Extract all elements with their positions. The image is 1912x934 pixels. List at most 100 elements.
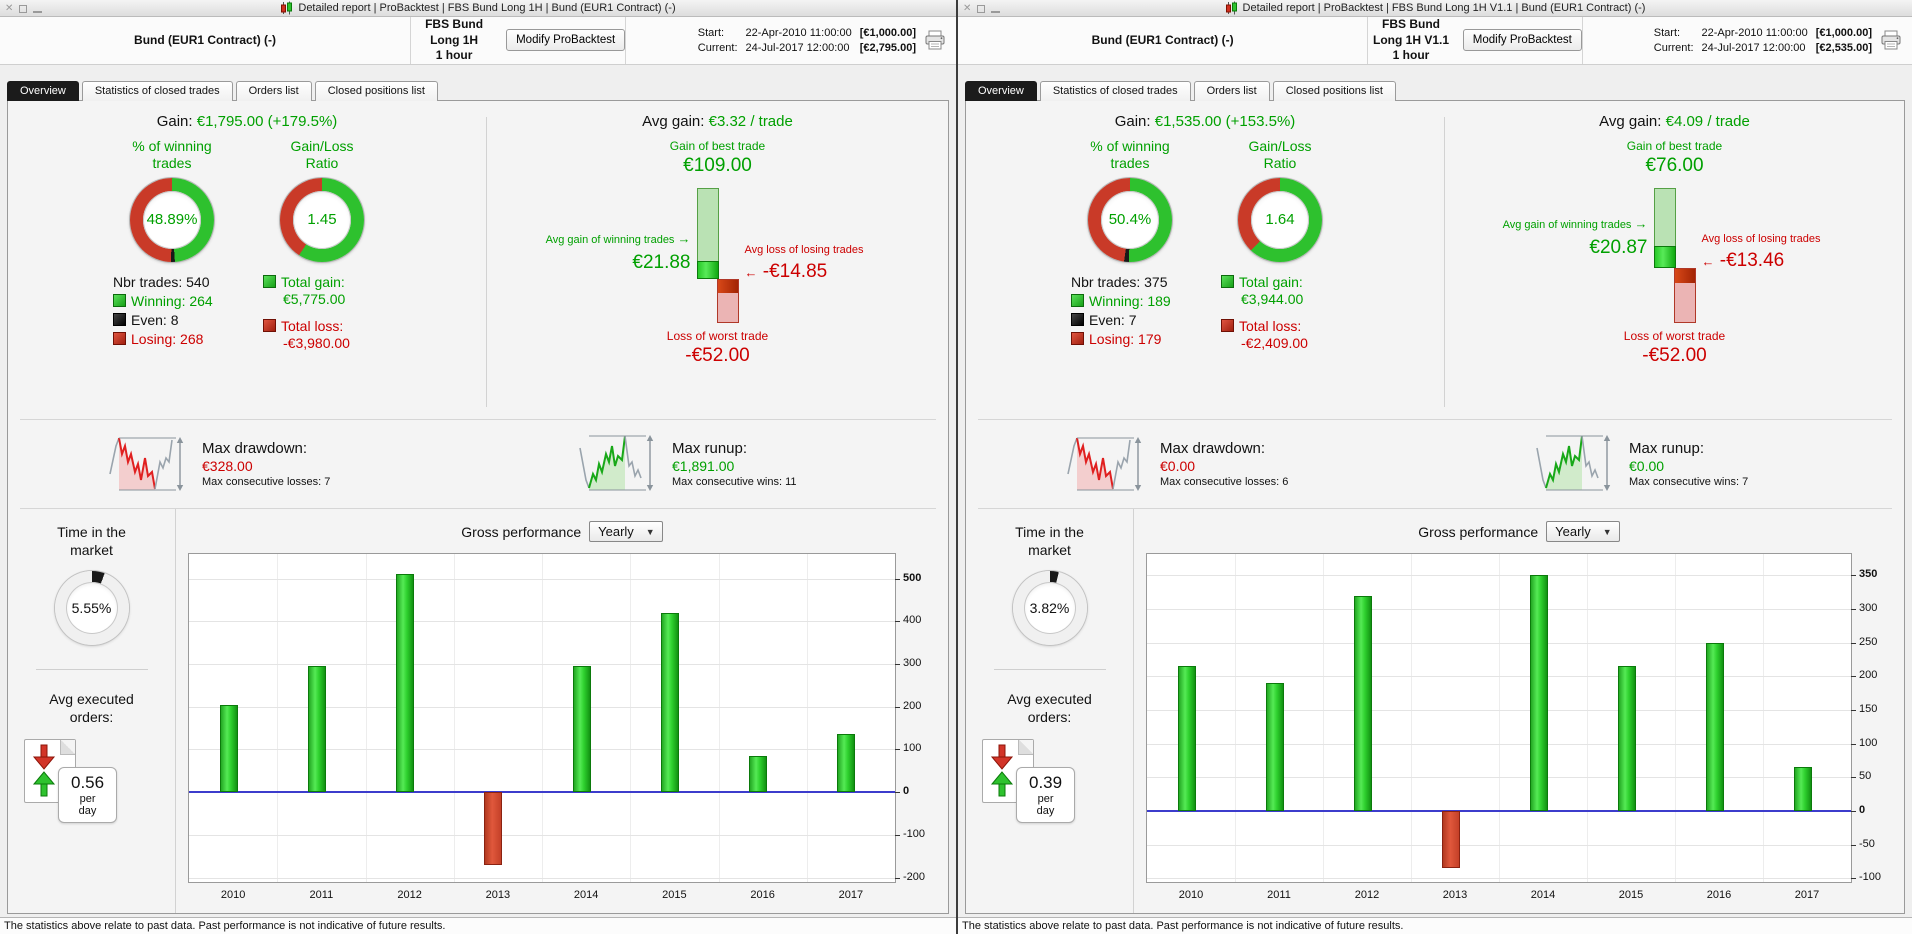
minimize-icon[interactable]	[991, 10, 1001, 13]
gross-performance-bar	[749, 755, 768, 793]
avg-loss-value: -€14.85	[762, 261, 828, 283]
grid-line	[1147, 844, 1851, 846]
grid-line	[1147, 743, 1851, 745]
current-label: Current:	[1653, 41, 1694, 54]
time-in-market-value: 5.55%	[71, 600, 112, 617]
tab-orders-list[interactable]: Orders list	[1193, 80, 1270, 101]
gross-performance-chart: 350 300 250 200 150 100 50 0 -50 -100 2010 2011 2012…	[1146, 552, 1881, 901]
start-datetime: 22-Apr-2010 11:00:00	[745, 26, 852, 39]
y-axis-tick-label: -100	[1859, 871, 1882, 884]
start-capital: [€1,000.00]	[1815, 26, 1872, 39]
window-title: Detailed report | ProBacktest | FBS Bund…	[1242, 2, 1646, 14]
gross-performance-bar	[837, 734, 856, 793]
horizontal-divider	[993, 669, 1106, 671]
y-axis-tick-mark	[1851, 609, 1856, 610]
total-loss-value: -€3,980.00	[283, 334, 350, 351]
maximize-icon[interactable]	[977, 4, 986, 13]
total-loss-value: -€2,409.00	[1241, 334, 1308, 351]
grid-line	[189, 663, 895, 665]
worst-trade-bar	[1673, 267, 1696, 323]
tab-statistics-of-closed-trades[interactable]: Statistics of closed trades	[1039, 80, 1191, 101]
window-controls: ✕	[5, 2, 43, 15]
runup-sparkline-icon	[1536, 434, 1611, 491]
zero-line	[1147, 810, 1851, 813]
close-icon[interactable]: ✕	[963, 2, 972, 14]
winning-count: Winning: 264	[131, 292, 213, 309]
grid-line	[630, 553, 632, 882]
orders-per-day-unit: per day	[1036, 792, 1055, 817]
avg-loss-label: Avg loss of losing trades	[744, 244, 864, 257]
total-loss-swatch	[1221, 319, 1234, 333]
total-gain-label: Total gain:	[281, 273, 345, 290]
best-trade-label: Gain of best trade	[1626, 138, 1723, 153]
losing-swatch	[1071, 332, 1084, 346]
avg-loss-annotation: Avg loss of losing trades ← -€14.85	[745, 243, 875, 283]
avg-win-bar	[696, 260, 719, 280]
max-consecutive-wins: Max consecutive wins: 11	[672, 475, 797, 488]
worst-trade-annotation: Loss of worst trade -€52.00	[1560, 329, 1790, 367]
tab-overview[interactable]: Overview	[7, 80, 79, 101]
horizontal-divider	[978, 418, 1892, 420]
y-axis-tick-label: 200	[1859, 669, 1878, 682]
gain-loss-donut: 1.64	[1238, 177, 1322, 262]
candlestick-icon	[1225, 1, 1237, 15]
x-axis-label: 2015	[662, 888, 687, 901]
start-label: Start:	[697, 26, 725, 39]
tab-statistics-of-closed-trades[interactable]: Statistics of closed trades	[81, 80, 233, 101]
report-header: Bund (EUR1 Contract) (-) FBS Bund Long 1…	[0, 17, 956, 65]
start-datetime: 22-Apr-2010 11:00:00	[1701, 26, 1808, 39]
worst-trade-annotation: Loss of worst trade -€52.00	[603, 329, 833, 367]
gain-label: Gain:	[1114, 112, 1151, 130]
y-axis-tick-mark	[895, 834, 900, 836]
minimize-icon[interactable]	[33, 10, 43, 13]
grid-line	[1235, 553, 1236, 882]
x-axis-label: 2010	[1178, 888, 1204, 901]
tab-closed-positions-list[interactable]: Closed positions list	[1272, 80, 1396, 101]
y-axis-tick-label: -50	[1859, 837, 1875, 850]
losing-swatch	[113, 332, 126, 346]
printer-icon[interactable]	[924, 30, 946, 50]
y-axis-tick-label: 300	[1859, 602, 1878, 614]
close-icon[interactable]: ✕	[5, 2, 14, 14]
y-axis-tick-mark	[895, 663, 900, 665]
total-gain-swatch	[263, 275, 276, 289]
window-controls: ✕	[963, 2, 1001, 15]
start-capital: [€1,000.00]	[859, 26, 916, 39]
modify-probacktest-button[interactable]: Modify ProBacktest	[1462, 29, 1582, 52]
window-titlebar[interactable]: ✕ Detailed report | ProBacktest | FBS Bu…	[958, 0, 1912, 17]
gross-performance-bar	[1265, 683, 1284, 812]
x-axis-label: 2016	[750, 888, 775, 901]
printer-icon[interactable]	[1880, 30, 1902, 50]
winning-count: Winning: 189	[1089, 292, 1171, 309]
orders-per-day-badge: 0.39 per day	[1016, 766, 1076, 823]
nbr-trades: Nbr trades: 540	[113, 273, 210, 290]
modify-probacktest-button[interactable]: Modify ProBacktest	[506, 29, 626, 52]
gross-performance-bar	[484, 792, 503, 865]
even-count: Even: 7	[1089, 311, 1137, 328]
period-dropdown[interactable]: Yearly ▼	[1546, 521, 1620, 543]
window-titlebar[interactable]: ✕ Detailed report | ProBacktest | FBS Bu…	[0, 0, 956, 17]
y-axis-tick-mark	[1851, 710, 1856, 712]
period-dropdown[interactable]: Yearly ▼	[589, 521, 663, 543]
y-axis-tick-mark	[1851, 743, 1856, 745]
avg-win-label: Avg gain of winning trades	[545, 233, 675, 246]
even-swatch	[1071, 313, 1084, 327]
instrument-name: Bund (EUR1 Contract) (-)	[1091, 33, 1234, 48]
orders-per-day-unit: per day	[78, 792, 97, 817]
gain-summary: Gain: €1,795.00 (+179.5%)	[8, 113, 486, 130]
maximize-icon[interactable]	[19, 4, 28, 13]
worst-trade-bar	[716, 279, 739, 323]
tab-orders-list[interactable]: Orders list	[235, 80, 312, 101]
tab-closed-positions-list[interactable]: Closed positions list	[314, 80, 438, 101]
gross-performance-bar	[1793, 767, 1812, 812]
winning-pct-value: 48.89%	[146, 211, 198, 229]
grid-line	[1147, 575, 1851, 577]
y-axis-tick-mark	[1851, 844, 1856, 846]
gross-performance-chart: 500 400 300 200 100 0 -100 -200 2010 2011 2012 2013…	[188, 552, 925, 901]
tab-overview[interactable]: Overview	[965, 80, 1037, 101]
time-in-market-title: Time in the market	[57, 523, 126, 558]
y-axis-tick-mark	[1851, 642, 1856, 644]
x-axis-label: 2011	[309, 888, 334, 901]
grid-line	[189, 706, 895, 708]
